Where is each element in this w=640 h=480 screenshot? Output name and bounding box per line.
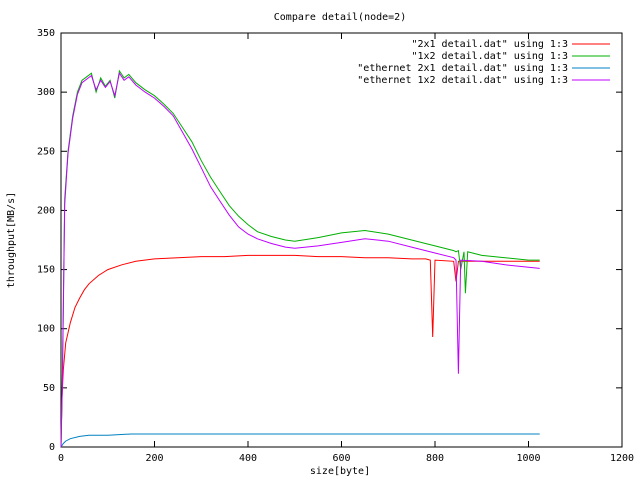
- chart-title: Compare detail(node=2): [274, 12, 406, 23]
- legend-label-3: "ethernet 2x1 detail.dat" using 1:3: [357, 63, 568, 74]
- legend: "2x1 detail.dat" using 1:3"1x2 detail.da…: [357, 39, 610, 86]
- x-tick-label: 0: [58, 453, 64, 464]
- y-tick-label: 200: [37, 205, 55, 216]
- x-axis-label: size[byte]: [310, 466, 370, 477]
- series-line-3: [60, 433, 540, 448]
- x-tick-label: 200: [145, 453, 163, 464]
- x-axis: 0 200 400 600 800 1000 1200: [58, 33, 634, 464]
- series-line-1: [60, 254, 540, 448]
- x-tick-label: 400: [239, 453, 257, 464]
- series-line-4: [60, 71, 540, 448]
- x-tick-label: 1200: [610, 453, 634, 464]
- y-axis-label: throughput[MB/s]: [6, 192, 17, 288]
- plot-frame: [60, 32, 623, 448]
- x-tick-label: 600: [332, 453, 350, 464]
- x-tick-label: 800: [426, 453, 444, 464]
- legend-label-2: "1x2 detail.dat" using 1:3: [411, 51, 568, 62]
- y-tick-label: 100: [37, 324, 55, 335]
- legend-label-1: "2x1 detail.dat" using 1:3: [411, 39, 568, 50]
- x-tick-label: 1000: [516, 453, 540, 464]
- y-tick-label: 50: [43, 383, 55, 394]
- y-tick-label: 250: [37, 146, 55, 157]
- y-tick-label: 350: [37, 28, 55, 39]
- y-tick-label: 300: [37, 87, 55, 98]
- y-tick-label: 0: [49, 442, 55, 453]
- series-group: [60, 69, 540, 448]
- series-line-2: [60, 69, 540, 448]
- legend-label-4: "ethernet 1x2 detail.dat" using 1:3: [357, 75, 568, 86]
- y-tick-label: 150: [37, 265, 55, 276]
- y-axis: 0 50 100 150 200 250 300 350: [37, 28, 622, 453]
